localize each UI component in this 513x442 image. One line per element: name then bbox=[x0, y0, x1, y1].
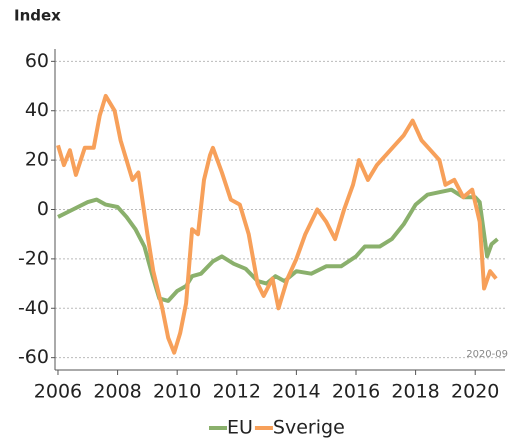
x-tick-label: 2006 bbox=[34, 381, 82, 403]
x-tick-label: 2012 bbox=[213, 381, 261, 403]
legend-label: Sverige bbox=[273, 417, 345, 439]
y-tick-label: -40 bbox=[18, 297, 49, 319]
x-tick-label: 2008 bbox=[93, 381, 141, 403]
annotation: 2020-09 bbox=[466, 349, 508, 360]
x-tick-label: 2010 bbox=[153, 381, 201, 403]
legend-label: EU bbox=[227, 417, 253, 439]
y-tick-label: -60 bbox=[18, 346, 49, 368]
x-tick-label: 2016 bbox=[332, 381, 380, 403]
y-tick-label: 40 bbox=[25, 99, 49, 121]
x-tick-label: 2014 bbox=[272, 381, 320, 403]
x-tick-label: 2020 bbox=[451, 381, 499, 403]
line-series bbox=[57, 187, 499, 303]
x-tick-label: 2018 bbox=[391, 381, 439, 403]
y-tick-label: -20 bbox=[18, 247, 49, 269]
y-tick-label: 60 bbox=[25, 50, 49, 72]
y-axis-label: Index bbox=[14, 7, 61, 25]
y-tick-label: 20 bbox=[25, 149, 49, 171]
y-tick-label: 0 bbox=[37, 198, 49, 220]
line-series bbox=[56, 93, 498, 355]
